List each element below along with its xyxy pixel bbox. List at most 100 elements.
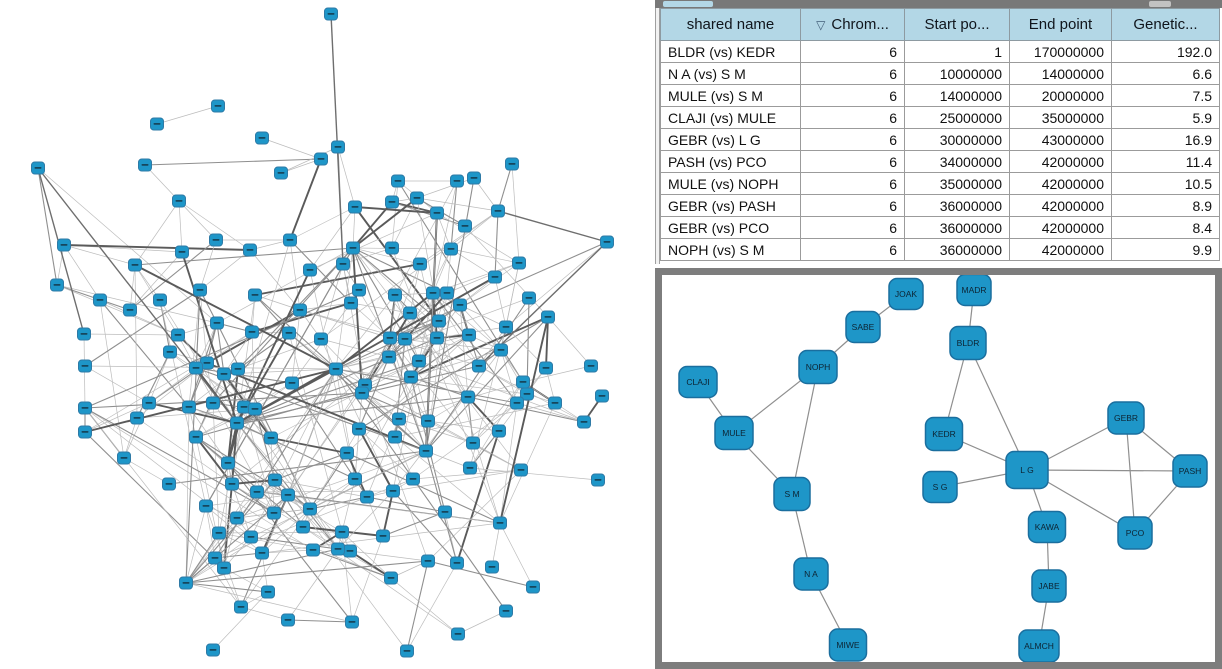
cell-value[interactable]: 8.9: [1111, 194, 1220, 217]
network-node[interactable]: [421, 554, 435, 568]
network-node[interactable]: [182, 400, 196, 414]
network-node[interactable]: [512, 256, 526, 270]
cell-shared-name[interactable]: GEBR (vs) PCO: [660, 216, 801, 239]
network-node[interactable]: [526, 580, 540, 594]
network-node[interactable]: [335, 525, 349, 539]
network-node[interactable]: [117, 451, 131, 465]
column-header-chrom[interactable]: ▽ Chrom...: [800, 8, 905, 41]
table-row[interactable]: NOPH (vs) S M 6 36000000 42000000 9.9: [660, 238, 1220, 261]
network-node[interactable]: [250, 485, 264, 499]
network-node[interactable]: [329, 362, 343, 376]
network-node[interactable]: [314, 332, 328, 346]
node-shape[interactable]: [922, 470, 958, 504]
cell-value[interactable]: 42000000: [1009, 194, 1112, 217]
node-jabe[interactable]: JABE: [1031, 569, 1067, 603]
network-node[interactable]: [516, 375, 530, 389]
network-node[interactable]: [461, 390, 475, 404]
cell-value[interactable]: 10.5: [1111, 172, 1220, 195]
network-node[interactable]: [331, 140, 345, 154]
column-header-genetic[interactable]: Genetic...: [1111, 8, 1220, 41]
cell-shared-name[interactable]: CLAJI (vs) MULE: [660, 106, 801, 129]
network-node[interactable]: [282, 326, 296, 340]
network-node[interactable]: [248, 288, 262, 302]
table-row[interactable]: BLDR (vs) KEDR 6 1 170000000 192.0: [660, 40, 1220, 63]
filter-icon[interactable]: ▽: [816, 18, 826, 32]
network-node[interactable]: [57, 238, 71, 252]
node-shape[interactable]: [798, 349, 838, 385]
network-node[interactable]: [360, 490, 374, 504]
node-shape[interactable]: [956, 275, 992, 307]
network-node[interactable]: [348, 472, 362, 486]
network-node[interactable]: [344, 296, 358, 310]
node-pco[interactable]: PCO: [1117, 516, 1153, 550]
network-node[interactable]: [467, 171, 481, 185]
table-row[interactable]: PASH (vs) PCO 6 34000000 42000000 11.4: [660, 150, 1220, 173]
network-node[interactable]: [382, 350, 396, 364]
network-node[interactable]: [450, 174, 464, 188]
network-node[interactable]: [466, 436, 480, 450]
main-network-view[interactable]: [0, 0, 655, 669]
network-node[interactable]: [421, 414, 435, 428]
node-kawa[interactable]: KAWA: [1027, 510, 1067, 544]
network-node[interactable]: [584, 359, 598, 373]
network-node[interactable]: [268, 473, 282, 487]
network-node[interactable]: [245, 325, 259, 339]
network-node[interactable]: [494, 343, 508, 357]
network-node[interactable]: [595, 389, 609, 403]
network-node[interactable]: [345, 615, 359, 629]
network-node[interactable]: [386, 484, 400, 498]
network-node[interactable]: [388, 288, 402, 302]
network-node[interactable]: [243, 243, 257, 257]
network-node[interactable]: [138, 158, 152, 172]
cell-value[interactable]: 6: [800, 172, 905, 195]
node-n-a[interactable]: N A: [793, 557, 829, 591]
network-node[interactable]: [383, 331, 397, 345]
network-node[interactable]: [430, 206, 444, 220]
node-shape[interactable]: [1031, 569, 1067, 603]
network-node[interactable]: [77, 327, 91, 341]
network-node[interactable]: [293, 303, 307, 317]
network-node[interactable]: [458, 219, 472, 233]
cell-value[interactable]: 10000000: [904, 62, 1010, 85]
cell-value[interactable]: 35000000: [1009, 106, 1112, 129]
topbar-scroll-chip[interactable]: [1149, 1, 1171, 7]
table-row[interactable]: MULE (vs) S M 6 14000000 20000000 7.5: [660, 84, 1220, 107]
network-node[interactable]: [453, 298, 467, 312]
node-joak[interactable]: JOAK: [888, 277, 924, 311]
network-node[interactable]: [499, 604, 513, 618]
network-node[interactable]: [463, 461, 477, 475]
table-row[interactable]: CLAJI (vs) MULE 6 25000000 35000000 5.9: [660, 106, 1220, 129]
cell-value[interactable]: 6: [800, 62, 905, 85]
node-sabe[interactable]: SABE: [845, 310, 881, 344]
network-node[interactable]: [444, 242, 458, 256]
network-node[interactable]: [281, 613, 295, 627]
cell-shared-name[interactable]: MULE (vs) NOPH: [660, 172, 801, 195]
sub-network-canvas[interactable]: JOAK SABE NOPH CLAJI MULE S M N A MIWE MADR BLDR K…: [662, 275, 1215, 662]
network-node[interactable]: [78, 359, 92, 373]
network-node[interactable]: [150, 117, 164, 131]
cell-value[interactable]: 42000000: [1009, 172, 1112, 195]
cell-value[interactable]: 7.5: [1111, 84, 1220, 107]
table-row[interactable]: N A (vs) S M 6 10000000 14000000 6.6: [660, 62, 1220, 85]
cell-value[interactable]: 8.4: [1111, 216, 1220, 239]
network-node[interactable]: [210, 316, 224, 330]
network-node[interactable]: [343, 544, 357, 558]
network-node[interactable]: [577, 415, 591, 429]
node-almch[interactable]: ALMCH: [1018, 629, 1060, 662]
cell-value[interactable]: 6.6: [1111, 62, 1220, 85]
node-shape[interactable]: [888, 277, 924, 311]
network-node[interactable]: [548, 396, 562, 410]
table-row[interactable]: MULE (vs) NOPH 6 35000000 42000000 10.5: [660, 172, 1220, 195]
table-row[interactable]: GEBR (vs) L G 6 30000000 43000000 16.9: [660, 128, 1220, 151]
network-node[interactable]: [153, 293, 167, 307]
network-node[interactable]: [388, 430, 402, 444]
network-node[interactable]: [208, 551, 222, 565]
network-node[interactable]: [50, 278, 64, 292]
network-node[interactable]: [398, 332, 412, 346]
network-node[interactable]: [255, 546, 269, 560]
node-shape[interactable]: [1172, 454, 1208, 488]
network-node[interactable]: [261, 585, 275, 599]
network-node[interactable]: [419, 444, 433, 458]
network-node[interactable]: [392, 412, 406, 426]
network-node[interactable]: [274, 166, 288, 180]
